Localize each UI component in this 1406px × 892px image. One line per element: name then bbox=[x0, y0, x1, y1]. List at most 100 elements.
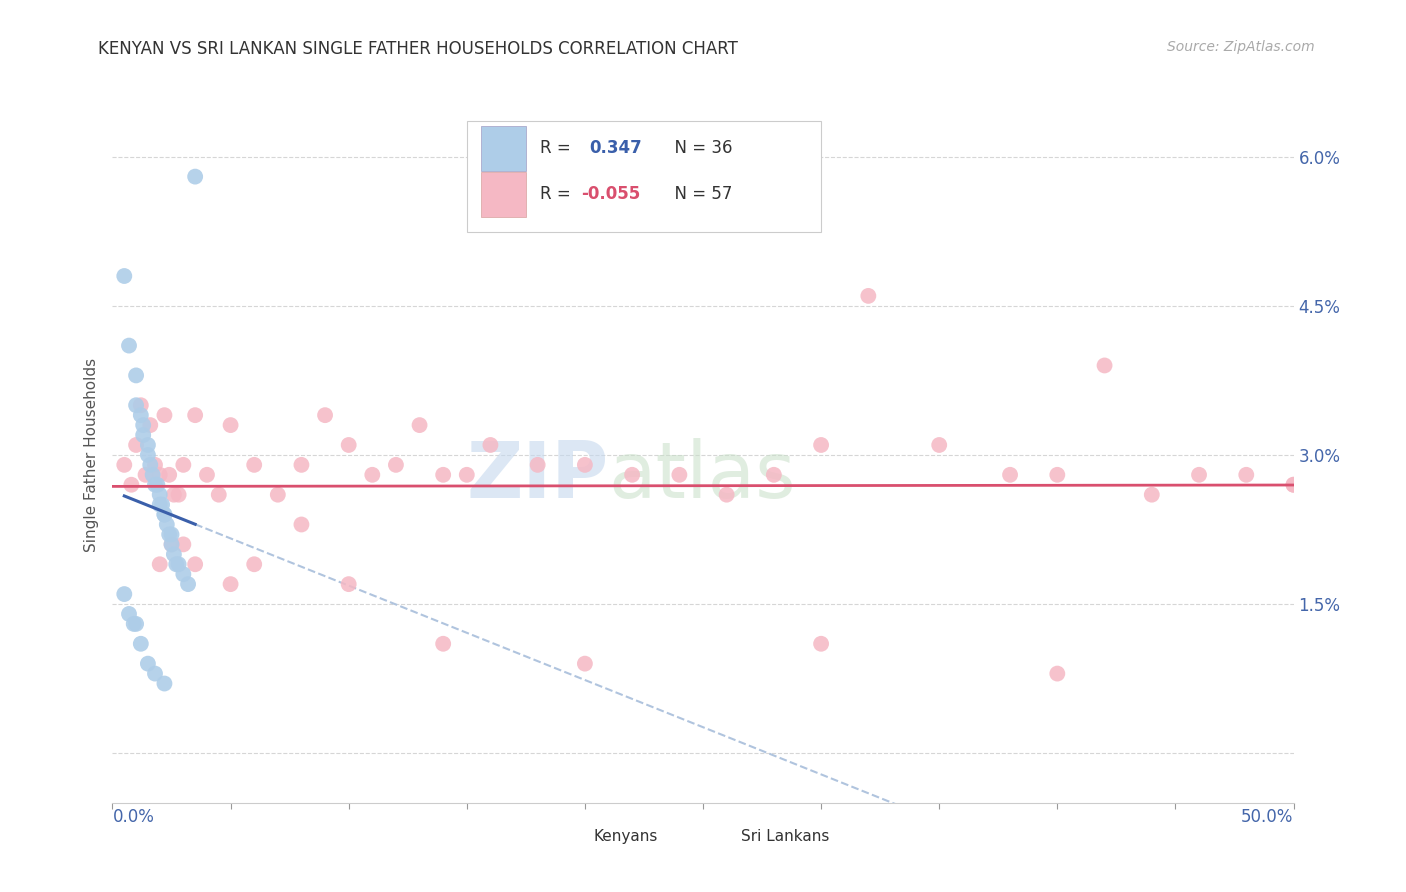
Point bbox=[157, 527, 180, 541]
Text: Kenyans: Kenyans bbox=[593, 829, 658, 844]
Point bbox=[195, 467, 218, 482]
Point bbox=[479, 438, 502, 452]
Text: 50.0%: 50.0% bbox=[1241, 808, 1294, 826]
Point bbox=[163, 547, 186, 561]
Point bbox=[153, 508, 176, 522]
Point bbox=[112, 587, 135, 601]
Point bbox=[136, 438, 159, 452]
Point bbox=[143, 458, 166, 472]
Point bbox=[928, 438, 950, 452]
Point bbox=[167, 558, 190, 572]
Point bbox=[129, 637, 152, 651]
Point bbox=[184, 408, 207, 422]
Point bbox=[267, 488, 290, 502]
Text: N = 57: N = 57 bbox=[664, 186, 733, 203]
Point bbox=[1046, 467, 1069, 482]
Point bbox=[172, 567, 194, 582]
Point bbox=[125, 438, 148, 452]
Point bbox=[149, 467, 172, 482]
Point bbox=[125, 368, 148, 383]
Point bbox=[153, 508, 176, 522]
Point bbox=[160, 537, 183, 551]
Point bbox=[810, 438, 832, 452]
Point bbox=[118, 607, 141, 621]
Point bbox=[143, 666, 166, 681]
Point bbox=[142, 467, 165, 482]
Point bbox=[129, 398, 152, 412]
Point bbox=[762, 467, 785, 482]
Point bbox=[150, 498, 173, 512]
Text: 0.0%: 0.0% bbox=[112, 808, 155, 826]
Point bbox=[149, 488, 172, 502]
Point bbox=[621, 467, 644, 482]
Point bbox=[716, 488, 738, 502]
Point bbox=[385, 458, 408, 472]
Text: ZIP: ZIP bbox=[467, 438, 609, 514]
Point bbox=[160, 527, 183, 541]
Point bbox=[432, 467, 454, 482]
Text: atlas: atlas bbox=[609, 438, 796, 514]
Point bbox=[337, 438, 360, 452]
Point bbox=[810, 637, 832, 651]
Point bbox=[243, 458, 266, 472]
Point bbox=[1046, 666, 1069, 681]
Point bbox=[1140, 488, 1163, 502]
Point bbox=[143, 477, 166, 491]
Point bbox=[208, 488, 231, 502]
Point bbox=[153, 676, 176, 690]
Point bbox=[184, 169, 207, 184]
Point bbox=[408, 418, 430, 433]
Point bbox=[1094, 359, 1116, 373]
Text: Source: ZipAtlas.com: Source: ZipAtlas.com bbox=[1167, 40, 1315, 54]
FancyBboxPatch shape bbox=[481, 172, 526, 217]
Point bbox=[172, 537, 194, 551]
Point bbox=[361, 467, 384, 482]
Point bbox=[132, 418, 155, 433]
Point bbox=[998, 467, 1021, 482]
Point bbox=[149, 558, 172, 572]
Point bbox=[149, 498, 172, 512]
Point bbox=[1234, 467, 1257, 482]
Y-axis label: Single Father Households: Single Father Households bbox=[84, 358, 100, 552]
Point bbox=[163, 488, 186, 502]
Point bbox=[153, 408, 176, 422]
Point bbox=[167, 488, 190, 502]
Point bbox=[219, 577, 242, 591]
Text: R =: R = bbox=[540, 139, 581, 157]
Point bbox=[160, 537, 183, 551]
Point bbox=[132, 428, 155, 442]
Point bbox=[172, 458, 194, 472]
Point bbox=[574, 458, 596, 472]
Point bbox=[1188, 467, 1211, 482]
FancyBboxPatch shape bbox=[467, 121, 821, 232]
Point bbox=[139, 418, 162, 433]
Point bbox=[139, 458, 162, 472]
FancyBboxPatch shape bbox=[481, 126, 526, 171]
Point bbox=[157, 467, 180, 482]
Point bbox=[136, 448, 159, 462]
Point bbox=[668, 467, 690, 482]
Point bbox=[290, 458, 312, 472]
Point bbox=[432, 637, 454, 651]
Point bbox=[125, 616, 148, 631]
Point bbox=[165, 558, 187, 572]
Text: R =: R = bbox=[540, 186, 576, 203]
Point bbox=[1282, 477, 1305, 491]
Point bbox=[219, 418, 242, 433]
Point bbox=[243, 558, 266, 572]
Point bbox=[136, 657, 159, 671]
Point bbox=[858, 289, 880, 303]
Point bbox=[314, 408, 336, 422]
Point bbox=[146, 477, 169, 491]
Text: Sri Lankans: Sri Lankans bbox=[741, 829, 830, 844]
Text: N = 36: N = 36 bbox=[664, 139, 733, 157]
Point bbox=[456, 467, 478, 482]
Point bbox=[177, 577, 200, 591]
Point bbox=[1282, 477, 1305, 491]
Point bbox=[184, 558, 207, 572]
Point bbox=[125, 398, 148, 412]
Point bbox=[129, 408, 152, 422]
Point bbox=[574, 657, 596, 671]
Point bbox=[112, 268, 135, 283]
Point bbox=[526, 458, 548, 472]
